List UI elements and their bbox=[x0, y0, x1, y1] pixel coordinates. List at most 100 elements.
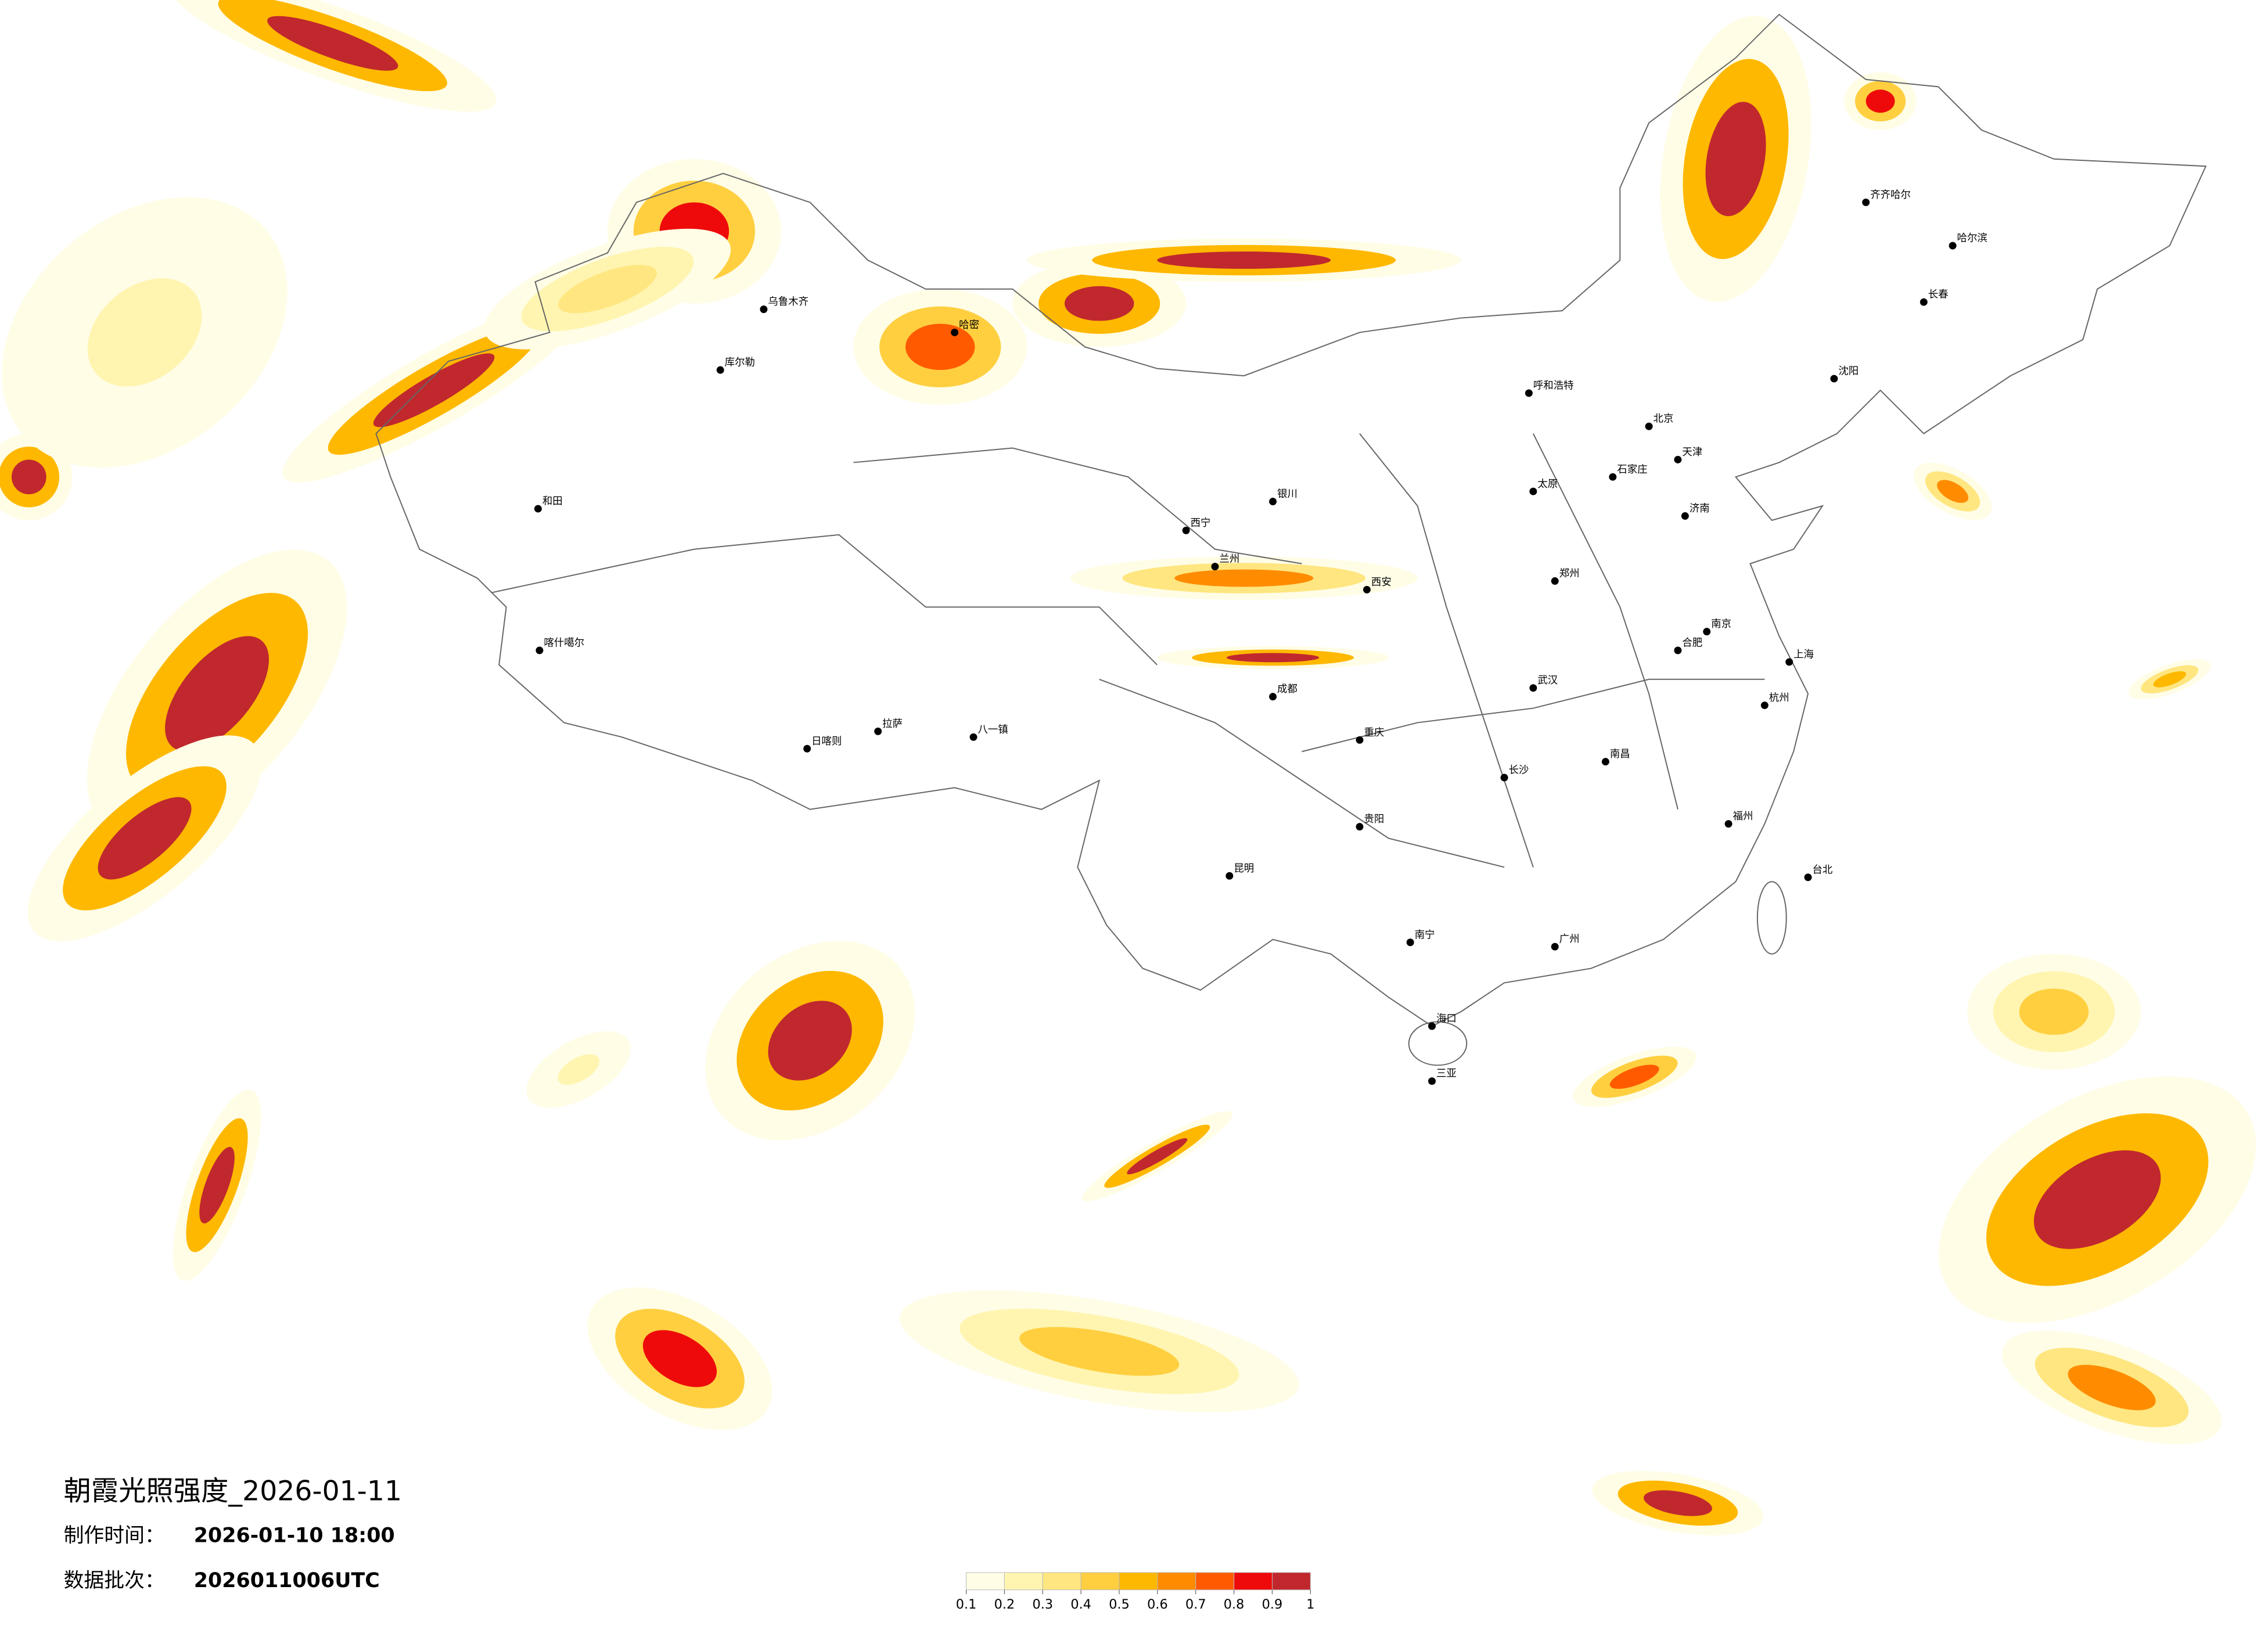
city-label: 和田 bbox=[542, 496, 563, 508]
city-dot bbox=[1269, 498, 1277, 506]
city-label: 银川 bbox=[1277, 488, 1297, 500]
heat-blob bbox=[1609, 1064, 1659, 1089]
heat-layer bbox=[0, 0, 2256, 1535]
heat-blob bbox=[199, 1147, 235, 1224]
city-dot bbox=[1724, 820, 1733, 828]
city-label: 北京 bbox=[1654, 413, 1674, 425]
colorbar-tick-label: 0.1 bbox=[956, 1597, 977, 1612]
city-label: 福州 bbox=[1733, 811, 1753, 822]
heat-blob bbox=[558, 1054, 600, 1085]
city-dot bbox=[969, 733, 977, 741]
city-label: 武汉 bbox=[1537, 675, 1558, 686]
city-label: 太原 bbox=[1537, 479, 1558, 490]
city-dot bbox=[1529, 487, 1537, 495]
heat-blob bbox=[373, 353, 495, 427]
city-dot bbox=[534, 505, 542, 513]
city-dot bbox=[1182, 526, 1190, 534]
city-label: 上海 bbox=[1793, 649, 1814, 660]
city-dot bbox=[1645, 422, 1653, 430]
heat-blob bbox=[1127, 1138, 1188, 1175]
city-dot bbox=[1211, 563, 1219, 571]
colorbar-cell bbox=[1080, 1572, 1120, 1591]
heat-blob bbox=[642, 1330, 717, 1387]
city-label: 贵阳 bbox=[1364, 814, 1384, 825]
city-dot bbox=[1703, 628, 1711, 636]
hainan bbox=[1408, 1021, 1468, 1066]
city-label: 喀什噶尔 bbox=[544, 638, 584, 649]
city-dot bbox=[874, 727, 882, 735]
colorbar-tick-label: 0.4 bbox=[1070, 1597, 1091, 1612]
city-label: 郑州 bbox=[1559, 568, 1580, 580]
city-label: 日喀则 bbox=[811, 736, 842, 747]
city-dot bbox=[1356, 736, 1364, 744]
colorbar-cell bbox=[966, 1572, 1005, 1591]
city-label: 合肥 bbox=[1682, 638, 1702, 649]
city-dot bbox=[1760, 702, 1769, 710]
batch: 2026011006UTC bbox=[194, 1569, 380, 1592]
heat-blob bbox=[1174, 569, 1314, 587]
city-dot bbox=[803, 744, 811, 753]
city-dot bbox=[1674, 646, 1682, 654]
city-label: 齐齐哈尔 bbox=[1870, 189, 1911, 201]
city-label: 杭州 bbox=[1769, 692, 1789, 704]
city-label: 哈尔滨 bbox=[1957, 233, 1987, 244]
city-dot bbox=[760, 305, 768, 314]
city-dot bbox=[1862, 198, 1870, 206]
colorbar-tick-label: 0.9 bbox=[1262, 1597, 1283, 1612]
city-dot bbox=[1920, 298, 1928, 306]
city-label: 西安 bbox=[1371, 577, 1392, 588]
city-label: 广州 bbox=[1559, 934, 1580, 945]
made-label: 制作时间： bbox=[64, 1524, 165, 1548]
city-label: 西宁 bbox=[1191, 517, 1211, 529]
city-dot bbox=[1674, 455, 1682, 463]
colorbar-cell bbox=[1004, 1572, 1043, 1591]
province-lines bbox=[491, 433, 1765, 868]
heat-blob bbox=[1064, 286, 1134, 321]
city-dot bbox=[1551, 577, 1559, 585]
heat-blob bbox=[98, 797, 192, 880]
batch-label: 数据批次： bbox=[64, 1569, 165, 1592]
city-label: 南昌 bbox=[1610, 749, 1630, 760]
city-label: 兰州 bbox=[1219, 553, 1239, 565]
colorbar-cell bbox=[1271, 1572, 1311, 1591]
colorbar-tick-label: 0.3 bbox=[1033, 1597, 1054, 1612]
city-dot bbox=[535, 646, 544, 654]
colorbar-tick-label: 0.6 bbox=[1147, 1597, 1168, 1612]
city-label: 成都 bbox=[1277, 684, 1297, 695]
colorbar-tick-label: 0.2 bbox=[994, 1597, 1015, 1612]
heat-blob bbox=[1157, 251, 1331, 269]
heat-blob bbox=[1226, 653, 1320, 663]
city-label: 长春 bbox=[1928, 289, 1949, 301]
city-label: 哈密 bbox=[959, 319, 979, 331]
heat-blob bbox=[2068, 1365, 2156, 1411]
city-label: 天津 bbox=[1682, 447, 1702, 458]
colorbar-cell bbox=[1157, 1572, 1196, 1591]
city-label: 海口 bbox=[1436, 1013, 1457, 1025]
city-label: 重庆 bbox=[1364, 727, 1384, 739]
heat-blob bbox=[768, 1001, 852, 1081]
colorbar: 0.1 0.2 0.3 0.4 0.5 0.6 0.7 0.8 0.9 1 bbox=[956, 1572, 1314, 1612]
city-label: 南宁 bbox=[1415, 929, 1435, 941]
city-label: 长沙 bbox=[1509, 765, 1529, 776]
heat-blob bbox=[267, 16, 398, 71]
city-label: 济南 bbox=[1690, 503, 1710, 515]
city-dot bbox=[951, 328, 959, 336]
china-outline bbox=[375, 13, 2207, 1027]
heat-blob bbox=[558, 265, 657, 314]
city-label: 乌鲁木齐 bbox=[768, 296, 808, 308]
city-dot bbox=[1363, 585, 1371, 593]
taiwan bbox=[1756, 881, 1787, 955]
city-dot bbox=[1525, 389, 1533, 397]
heat-blob bbox=[87, 278, 202, 387]
city-dot bbox=[1785, 658, 1793, 666]
heat-blob bbox=[1705, 102, 1766, 217]
title: 朝霞光照强度_2026-01-11 bbox=[64, 1475, 402, 1507]
city-label: 台北 bbox=[1813, 864, 1833, 876]
city-label: 南京 bbox=[1711, 618, 1731, 630]
city-label: 库尔勒 bbox=[725, 357, 755, 369]
city-dot bbox=[716, 366, 724, 374]
city-label: 拉萨 bbox=[882, 718, 903, 730]
